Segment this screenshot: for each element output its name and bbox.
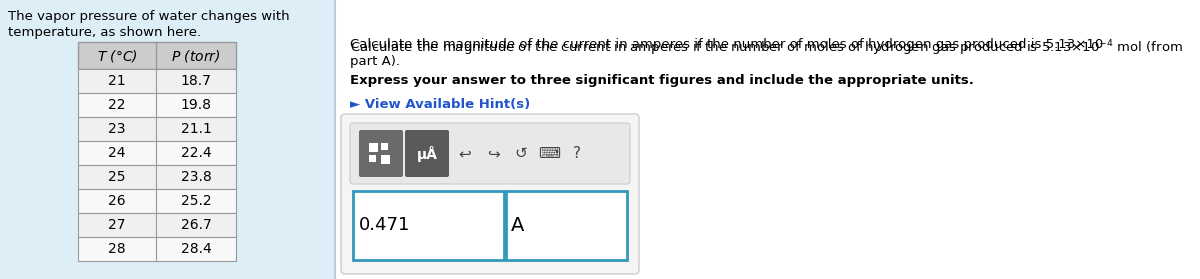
Text: Calculate the magnitude of the current in amperes if the number of moles of hydr: Calculate the magnitude of the current i… [350,38,1103,51]
Text: 19.8: 19.8 [180,98,211,112]
Text: $P$ (torr): $P$ (torr) [172,47,221,64]
Text: part A).: part A). [350,55,400,68]
Bar [78,237,236,261]
Bar [78,69,236,93]
Text: 24: 24 [108,146,126,160]
Text: 0.471: 0.471 [359,217,410,235]
Text: A: A [511,216,524,235]
FancyBboxPatch shape [359,130,403,177]
Bar [353,191,504,260]
Text: 26.7: 26.7 [181,218,211,232]
Bar [78,189,236,213]
Text: 27: 27 [108,218,126,232]
Bar [78,213,236,237]
Text: 25.2: 25.2 [181,194,211,208]
Text: ⌨: ⌨ [538,146,560,161]
Text: 25: 25 [108,170,126,184]
Bar [505,191,628,260]
Bar [335,0,1200,279]
Text: 18.7: 18.7 [180,74,211,88]
Bar [78,42,236,69]
Text: Calculate the magnitude of the current in amperes if the number of moles of hydr: Calculate the magnitude of the current i… [350,38,1183,57]
Text: ↩: ↩ [458,146,472,161]
Text: 28.4: 28.4 [181,242,211,256]
Bar [78,165,236,189]
Text: 26: 26 [108,194,126,208]
Text: 21.1: 21.1 [180,122,211,136]
Bar [382,143,388,150]
Text: μÅ: μÅ [416,146,438,162]
FancyBboxPatch shape [341,114,640,274]
FancyBboxPatch shape [406,130,449,177]
Text: ↪: ↪ [487,146,499,161]
Bar [370,143,378,152]
Text: 22.4: 22.4 [181,146,211,160]
FancyBboxPatch shape [350,123,630,184]
Text: 28: 28 [108,242,126,256]
Bar [78,93,236,117]
Text: The vapor pressure of water changes with: The vapor pressure of water changes with [8,10,289,23]
Text: 22: 22 [108,98,126,112]
Text: temperature, as shown here.: temperature, as shown here. [8,26,202,39]
Text: 23: 23 [108,122,126,136]
Text: $T$ (°C): $T$ (°C) [96,47,138,64]
Text: 23.8: 23.8 [181,170,211,184]
Text: ?: ? [574,146,581,161]
Bar [78,141,236,165]
Text: 21: 21 [108,74,126,88]
Bar [370,155,376,162]
Bar [382,155,390,164]
Text: ↺: ↺ [515,146,527,161]
Text: Express your answer to three significant figures and include the appropriate uni: Express your answer to three significant… [350,74,974,87]
Bar [78,117,236,141]
Text: ► View Available Hint(s): ► View Available Hint(s) [350,98,530,111]
